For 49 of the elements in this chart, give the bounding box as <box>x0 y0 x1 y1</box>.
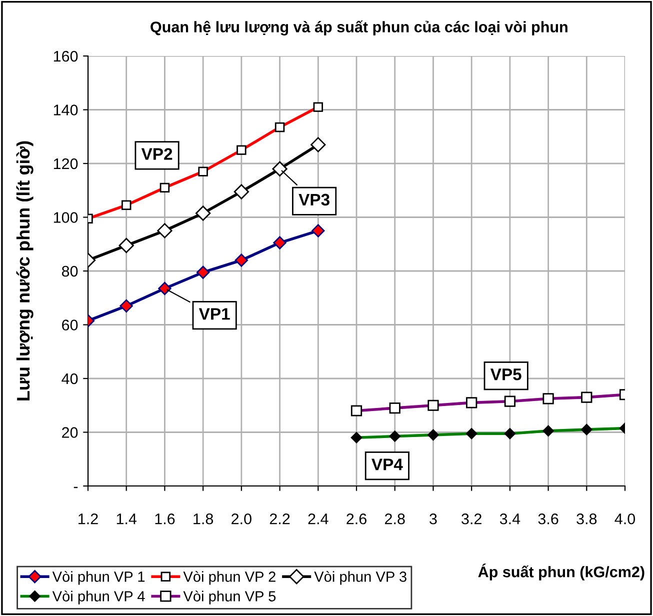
y-axis-title: Lưu lượng nước phun (lít giờ) <box>16 141 34 400</box>
y-tick-label: 20 <box>62 427 78 438</box>
chart-title: Quan hệ lưu lượng và áp suất phun của các loại vòi phun <box>150 20 568 36</box>
point <box>234 254 248 267</box>
x-tick-label: 2.8 <box>385 513 405 524</box>
point <box>120 299 133 313</box>
y-tick-label: 80 <box>62 266 78 277</box>
annotation: VP1 <box>198 308 230 320</box>
point <box>118 238 134 254</box>
legend-label: Vòi phun VP 1 <box>52 570 145 585</box>
x-tick-label: 2.4 <box>308 513 328 524</box>
x-tick-label: 3.6 <box>538 513 558 524</box>
point <box>196 266 210 279</box>
legend-label: Vòi phun VP 5 <box>183 590 276 604</box>
annotation: VP5 <box>490 368 522 380</box>
x-tick-label: 3 <box>430 513 437 524</box>
x-tick-label: 3.8 <box>576 513 597 524</box>
point <box>273 236 286 250</box>
x-axis-title: Áp suất phun (kG/cm2) <box>478 564 644 580</box>
point <box>312 224 325 238</box>
x-tick-label: 3.2 <box>462 513 482 524</box>
y-tick-label: 120 <box>54 158 78 170</box>
x-tick-label: 1.6 <box>155 513 175 524</box>
annotation: VP4 <box>372 458 403 470</box>
x-tick-label: 4.0 <box>614 513 636 524</box>
y-tick-label: 60 <box>62 320 78 330</box>
point <box>158 282 172 296</box>
y-tick-label: 160 <box>54 50 78 62</box>
point <box>157 223 172 238</box>
point <box>272 161 288 176</box>
y-tick-label: 40 <box>62 373 78 384</box>
point <box>196 206 211 221</box>
legend-label: Vòi phun VP 4 <box>52 590 145 604</box>
y-tick-label: 140 <box>54 104 78 116</box>
y-tick-label: - <box>74 486 78 488</box>
x-tick-label: 3.4 <box>500 513 520 524</box>
x-tick-label: 1.2 <box>78 513 98 524</box>
annotation: VP2 <box>141 148 172 160</box>
legend-label: Vòi phun VP 2 <box>183 570 276 585</box>
point <box>310 137 326 152</box>
x-tick-label: 1.4 <box>116 514 137 524</box>
y-tick-label: 100 <box>54 212 78 223</box>
x-tick-label: 2.6 <box>346 513 366 524</box>
point <box>234 184 249 200</box>
legend-label: Vòi phun VP 3 <box>314 570 406 585</box>
x-tick-label: 2.2 <box>270 513 290 524</box>
x-tick-label: 1.8 <box>194 513 214 524</box>
x-tick-label: 2.0 <box>232 513 252 524</box>
annotation: VP3 <box>298 194 330 206</box>
